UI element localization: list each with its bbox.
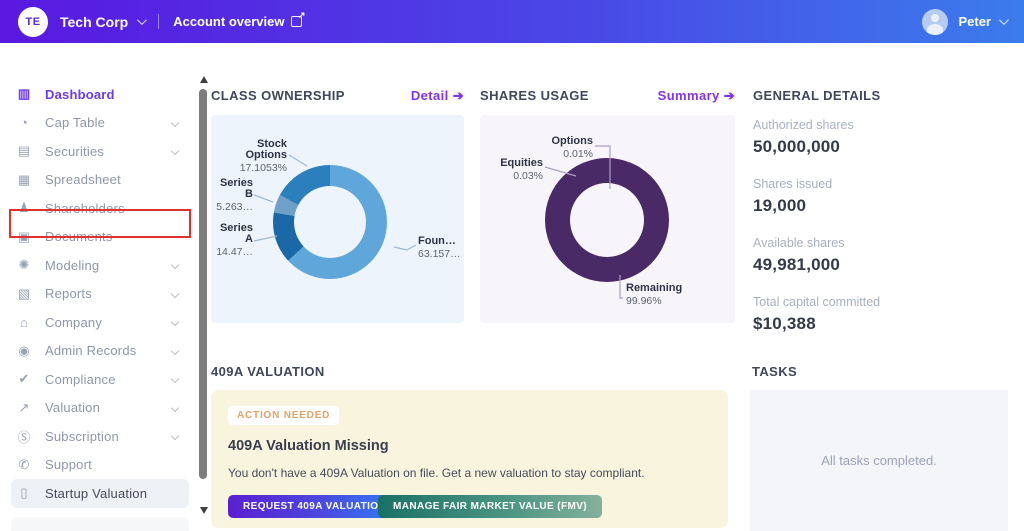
report-icon: ▧ xyxy=(17,285,31,301)
dashboard-icon: ▥ xyxy=(17,86,31,102)
user-name: Peter xyxy=(958,14,991,29)
chevron-down-icon xyxy=(170,432,180,441)
sidebar-item-reports[interactable]: ▧ Reports xyxy=(0,280,198,309)
shares-usage-donut-chart xyxy=(545,158,669,282)
valuation-missing-heading: 409A Valuation Missing xyxy=(228,438,389,454)
sidebar-item-company[interactable]: ⌂ Company xyxy=(0,308,198,337)
folder-image-icon: ▣ xyxy=(17,228,31,244)
scroll-down-arrow-icon[interactable] xyxy=(200,507,208,514)
general-details-item: Available shares 49,981,000 xyxy=(753,236,845,274)
document-icon: ▯ xyxy=(20,485,28,501)
chevron-down-icon xyxy=(170,261,180,270)
shares-usage-title: SHARES USAGE xyxy=(480,88,589,103)
record-icon: ◉ xyxy=(18,342,30,358)
sidebar-item-compliance[interactable]: ✔ Compliance xyxy=(0,365,198,394)
table-icon: ▦ xyxy=(17,171,31,187)
manage-fmv-button[interactable]: MANAGE FAIR MARKET VALUE (FMV) xyxy=(378,495,603,518)
sidebar-item-modeling[interactable]: ✺ Modeling xyxy=(0,251,198,280)
user-avatar-icon xyxy=(922,8,949,35)
chart-arrow-icon: ↗ xyxy=(18,399,30,415)
chart-label-remaining: Remaining 99.96% xyxy=(626,282,683,307)
chart-label-stock-options: Stock Options 17.1053% xyxy=(239,138,287,174)
tasks-empty-text: All tasks completed. xyxy=(821,453,937,468)
class-ownership-chart-panel: Stock Options 17.1053% Series B 5.263… S… xyxy=(211,115,464,323)
building-icon: ⌂ xyxy=(20,314,28,330)
company-name: Tech Corp xyxy=(60,13,129,30)
shares-usage-summary-link[interactable]: Summary ➔ xyxy=(657,88,735,103)
general-details-item: Total capital committed $10,388 xyxy=(753,295,881,333)
sidebar-menu: ▥ Dashboard ◔ Cap Table ▤ Securities ▦ S… xyxy=(0,80,198,508)
chat-icon: ✆ xyxy=(18,456,30,472)
chevron-down-icon xyxy=(170,118,180,127)
user-menu[interactable]: Peter xyxy=(922,8,1009,35)
action-needed-badge: ACTION NEEDED xyxy=(228,406,340,425)
tasks-title: TASKS xyxy=(752,364,798,379)
person-icon: ♟ xyxy=(18,200,30,216)
class-ownership-detail-link[interactable]: Detail ➔ xyxy=(410,88,464,103)
general-details-title: GENERAL DETAILS xyxy=(753,88,881,103)
sidebar-item-documents[interactable]: ▣ Documents xyxy=(17,228,113,245)
request-409a-valuation-button[interactable]: REQUEST 409A VALUATION xyxy=(228,495,402,518)
valuation-409a-title: 409A VALUATION xyxy=(211,364,325,379)
shares-usage-chart-panel: Options 0.01% Equities 0.03% Remaining 9… xyxy=(480,115,735,323)
general-details-item: Authorized shares 50,000,000 xyxy=(753,118,854,156)
chart-label-founders: Foun… 63.157… xyxy=(418,235,461,260)
scrollbar-thumb[interactable] xyxy=(199,89,207,479)
sidebar-item-startup-valuation[interactable]: ▯ Startup Valuation xyxy=(0,479,198,508)
chevron-down-icon xyxy=(170,289,180,298)
dollar-circle-icon: Ⓢ xyxy=(17,429,31,445)
valuation-409a-panel: ACTION NEEDED 409A Valuation Missing You… xyxy=(211,390,728,528)
company-switcher[interactable]: Tech Corp xyxy=(60,13,148,30)
general-details-list: Authorized shares 50,000,000 Shares issu… xyxy=(753,118,1008,354)
class-ownership-title: CLASS OWNERSHIP xyxy=(211,88,345,103)
chart-label-options: Options 0.01% xyxy=(551,135,593,160)
chevron-down-icon xyxy=(137,15,148,26)
sidebar-item-shareholders[interactable]: ♟ Shareholders xyxy=(0,194,198,223)
shield-check-icon: ✔ xyxy=(18,371,30,387)
sidebar-item-support[interactable]: ✆ Support xyxy=(0,451,198,480)
arrow-right-icon: ➔ xyxy=(723,88,735,103)
donut-hole xyxy=(294,186,366,258)
class-ownership-donut-chart xyxy=(273,165,387,279)
chevron-down-icon xyxy=(170,375,180,384)
sidebar-item-partial xyxy=(11,517,189,531)
sidebar-item-securities[interactable]: ▤ Securities xyxy=(0,137,198,166)
account-overview-link[interactable]: Account overview xyxy=(173,10,305,29)
chart-label-equities: Equities 0.03% xyxy=(500,157,543,182)
chart-label-series-b: Series B 5.263… xyxy=(216,177,253,213)
chevron-down-icon xyxy=(170,147,180,156)
general-details-item: Shares issued 19,000 xyxy=(753,177,833,215)
sidebar-item-admin-records[interactable]: ◉ Admin Records xyxy=(0,337,198,366)
sidebar-item-dashboard[interactable]: ▥ Dashboard xyxy=(17,86,115,102)
sidebar-item-valuation[interactable]: ↗ Valuation xyxy=(0,394,198,423)
sidebar-item-spreadsheet[interactable]: ▦ Spreadsheet xyxy=(17,171,121,188)
donut-hole xyxy=(570,183,644,257)
topbar-divider xyxy=(158,14,160,29)
company-avatar: TE xyxy=(18,6,48,37)
pie-chart-icon: ◔ xyxy=(20,115,28,131)
lightbulb-icon: ✺ xyxy=(18,257,30,273)
main-content: CLASS OWNERSHIP Detail ➔ SHARES USAGE Su… xyxy=(0,43,1024,531)
chevron-down-icon xyxy=(170,318,180,327)
scroll-up-arrow-icon[interactable] xyxy=(200,76,208,83)
sidebar-item-subscription[interactable]: Ⓢ Subscription xyxy=(0,422,198,451)
arrow-right-icon: ➔ xyxy=(452,88,464,103)
valuation-missing-body: You don't have a 409A Valuation on file.… xyxy=(228,466,645,480)
external-link-icon xyxy=(291,10,305,27)
chevron-down-icon xyxy=(170,403,180,412)
chevron-down-icon xyxy=(998,15,1009,26)
chart-label-series-a: Series A 14.47… xyxy=(216,222,253,258)
sidebar-item-cap-table[interactable]: ◔ Cap Table xyxy=(0,109,198,138)
topbar: TE Tech Corp Account overview Peter xyxy=(0,0,1024,43)
tasks-panel: All tasks completed. xyxy=(750,390,1008,531)
chevron-down-icon xyxy=(170,346,180,355)
sidebar: ▥ Dashboard ◔ Cap Table ▤ Securities ▦ S… xyxy=(0,43,198,531)
clipboard-icon: ▤ xyxy=(17,143,31,159)
sidebar-scrollbar[interactable] xyxy=(198,43,210,531)
